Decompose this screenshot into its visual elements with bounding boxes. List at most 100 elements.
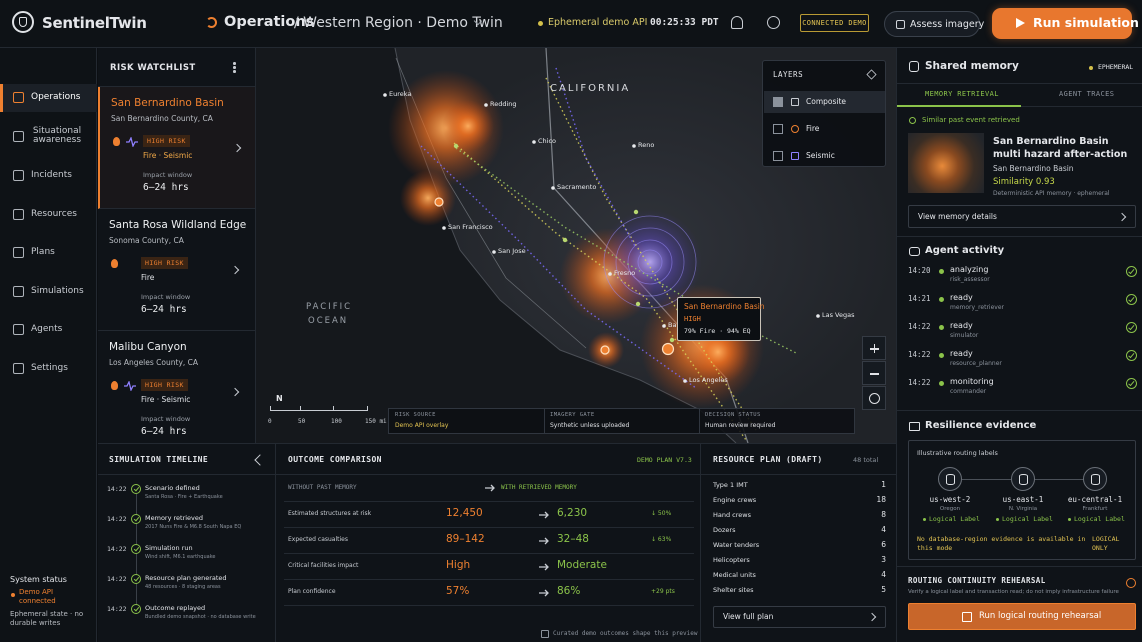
region-icon [1083,467,1107,491]
event-title: Outcome replayed [145,604,206,612]
city-label: Chico [538,137,557,145]
watchlist-item[interactable]: San Bernardino Basin San Bernardino Count… [98,87,255,209]
nav-item[interactable]: Incidents [31,170,72,180]
nav-item[interactable]: Resources [31,209,77,219]
event-detail: Bundled demo snapshot · no database writ… [145,614,256,620]
route-line [545,77,757,431]
region-icon [1011,467,1035,491]
city-label: Los Angeles [689,376,728,384]
tab[interactable]: MEMORY RETRIEVAL [925,90,999,98]
nav-item[interactable]: Simulations [31,286,84,296]
section-icon [206,17,217,28]
help-button[interactable] [767,16,780,29]
event-time: 14:22 [107,605,127,613]
tab-active [897,105,1021,107]
incident-marker [600,345,610,355]
event-title: Memory retrieved [145,514,204,522]
event-time: 14:22 [107,545,127,553]
layer-icon [791,125,799,133]
footer-value: Synthetic unless uploaded [550,422,630,429]
zoom-out-button[interactable] [862,361,886,385]
value-with: 86% [557,585,581,597]
resource-name: Helicopters [713,556,750,564]
layer-checkbox[interactable] [773,124,783,134]
region-icon [938,467,962,491]
check-mark [133,545,139,552]
resilience-icon [909,422,920,431]
notice-icon [909,117,916,124]
chevron [230,265,240,275]
outcome-footer: Curated demo outcomes shape this preview [553,630,698,637]
rehearsal-button[interactable]: Run logical routing rehearsal [908,603,1136,630]
fire-icon [111,381,118,390]
nav-item[interactable]: Operations [31,92,81,102]
divider [701,474,896,475]
city-dot [383,93,387,97]
row-divider [284,527,694,528]
nav-item[interactable]: Settings [31,363,68,373]
divider [544,409,545,433]
view-memory-button[interactable]: View memory details [908,205,1136,228]
zoom-in-button[interactable] [862,336,886,360]
play-icon [1016,18,1025,28]
clock: 00:25:33 PDT [650,17,719,28]
locate-button[interactable] [862,386,886,410]
city-label: Las Vegas [822,311,855,319]
resource-count: 4 [881,570,886,579]
value-without: High [446,559,471,571]
db-icon [1091,474,1100,485]
scale-tick [333,406,334,411]
connection-badge: CONNECTED DEMO [800,14,869,32]
incident-marker [434,197,444,207]
check-icon [131,604,141,614]
event-time: 14:22 [107,575,127,583]
tab[interactable]: AGENT TRACES [1059,90,1115,98]
status-dot [939,325,944,330]
resource-count: 18 [876,495,886,504]
chevron [1117,212,1127,222]
check-mark [133,575,139,582]
logo-icon [12,11,34,33]
scale-bar [270,410,368,411]
region-name: San Bernardino Basin [111,97,224,109]
scale-label: 50 [298,418,306,425]
divider [897,566,1142,567]
nav-item[interactable]: Agents [31,324,63,334]
layer-checkbox[interactable] [773,151,783,161]
run-simulation-button[interactable]: Run simulation [992,8,1139,39]
map-footer: RISK SOURCE Demo API overlay IMAGERY GATE S… [388,408,855,434]
rehearsal-icon [1126,578,1136,588]
notifications-button[interactable] [731,16,743,29]
city-dot [683,379,687,383]
check-mark [133,605,139,612]
timeline-rail [136,494,137,614]
top-bar: SentinelTwin Operations / Western Region ·… [0,0,1142,48]
chevron [232,143,242,153]
nav-item[interactable]: Plans [31,247,55,257]
delta: ↓ 63% [651,536,672,543]
watchlist-item[interactable]: Malibu Canyon Los Angeles County, CA HIGH … [98,331,255,453]
watchlist-item[interactable]: Santa Rosa Wildland Edge Sonoma County, C… [98,209,255,331]
view-plan-label: View full plan [723,612,774,621]
impact-window: 6–24 hrs [141,304,187,315]
timeline-panel: SIMULATION TIMELINE 14:22 Scenario defined… [98,443,276,642]
value-without: 12,450 [446,507,483,519]
nav-item[interactable]: Situational awareness [32,126,82,145]
impact-window-label: Impact window [141,415,191,423]
resource-count: 5 [881,585,886,594]
arrow-icon [539,563,549,571]
assess-imagery-button[interactable]: Assess imagery [884,11,984,37]
check-icon [1126,266,1137,277]
status: Demo API connected [19,588,56,605]
resilience-box: Illustrative routing labels us-west-2 Oreg… [908,440,1136,560]
status-dot [538,21,543,26]
layer-checkbox[interactable] [773,97,783,107]
event-title: Simulation run [145,544,193,552]
city-label: San Francisco [448,223,493,231]
agent-name: resource_planner [950,360,1002,367]
status-dot [996,518,999,521]
impact-window: 6–24 hrs [141,426,187,437]
footer-label: DECISION STATUS [705,412,761,418]
view-plan-button[interactable]: View full plan [713,606,886,628]
